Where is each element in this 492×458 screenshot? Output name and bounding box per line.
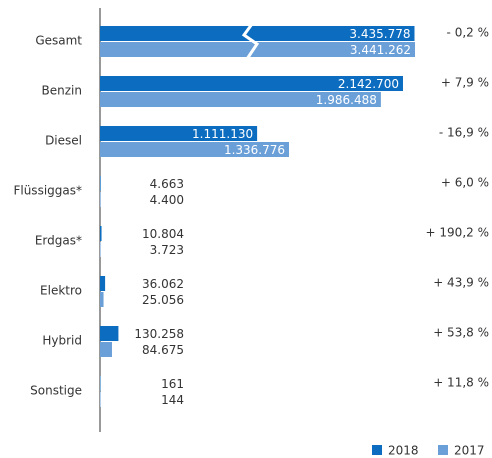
change-label: + 53,8 % [433,326,489,340]
value-label: 161 [161,377,184,391]
value-label: 3.435.778 [349,27,410,41]
value-label: 84.675 [142,343,184,357]
value-label: 130.258 [134,327,184,341]
bar [100,292,104,307]
bar [100,242,101,257]
value-label: 4.663 [150,177,184,191]
bar [100,226,102,241]
value-label: 3.441.262 [350,43,411,57]
change-label: + 6,0 % [441,176,489,190]
value-label: 36.062 [142,277,184,291]
category-label: Diesel [45,134,82,148]
legend-label: 2017 [454,444,485,458]
value-label: 1.986.488 [316,93,377,107]
bar [100,376,101,391]
bar [100,126,258,141]
value-label: 144 [161,393,184,407]
category-label: Hybrid [42,334,82,348]
change-label: + 11,8 % [433,376,489,390]
bar [100,92,381,107]
category-label: Gesamt [35,34,82,48]
change-label: + 7,9 % [441,76,489,90]
bar [100,76,403,91]
bar [100,176,101,191]
bar [100,26,415,41]
value-label: 4.400 [150,193,184,207]
value-label: 2.142.700 [338,77,399,91]
change-label: + 190,2 % [426,226,489,240]
change-label: - 0,2 % [447,26,489,40]
category-label: Elektro [40,284,82,298]
value-label: 3.723 [150,243,184,257]
change-label: + 43,9 % [433,276,489,290]
value-label: 10.804 [142,227,184,241]
bar [100,42,415,57]
bar [100,276,106,291]
axis-break [241,23,260,60]
value-label: 25.056 [142,293,184,307]
value-label: 1.336.776 [224,143,285,157]
value-label: 1.111.130 [192,127,253,141]
legend-swatch [372,445,382,455]
bar [100,192,101,207]
bar [100,326,119,341]
legend-swatch [438,445,448,455]
category-label: Erdgas* [35,234,82,248]
legend-label: 2018 [388,444,419,458]
change-label: - 16,9 % [439,126,489,140]
category-label: Benzin [42,84,82,98]
category-label: Flüssiggas* [13,184,82,198]
bar [100,142,290,157]
category-label: Sonstige [30,384,82,398]
bar [100,342,112,357]
bar [100,392,101,407]
